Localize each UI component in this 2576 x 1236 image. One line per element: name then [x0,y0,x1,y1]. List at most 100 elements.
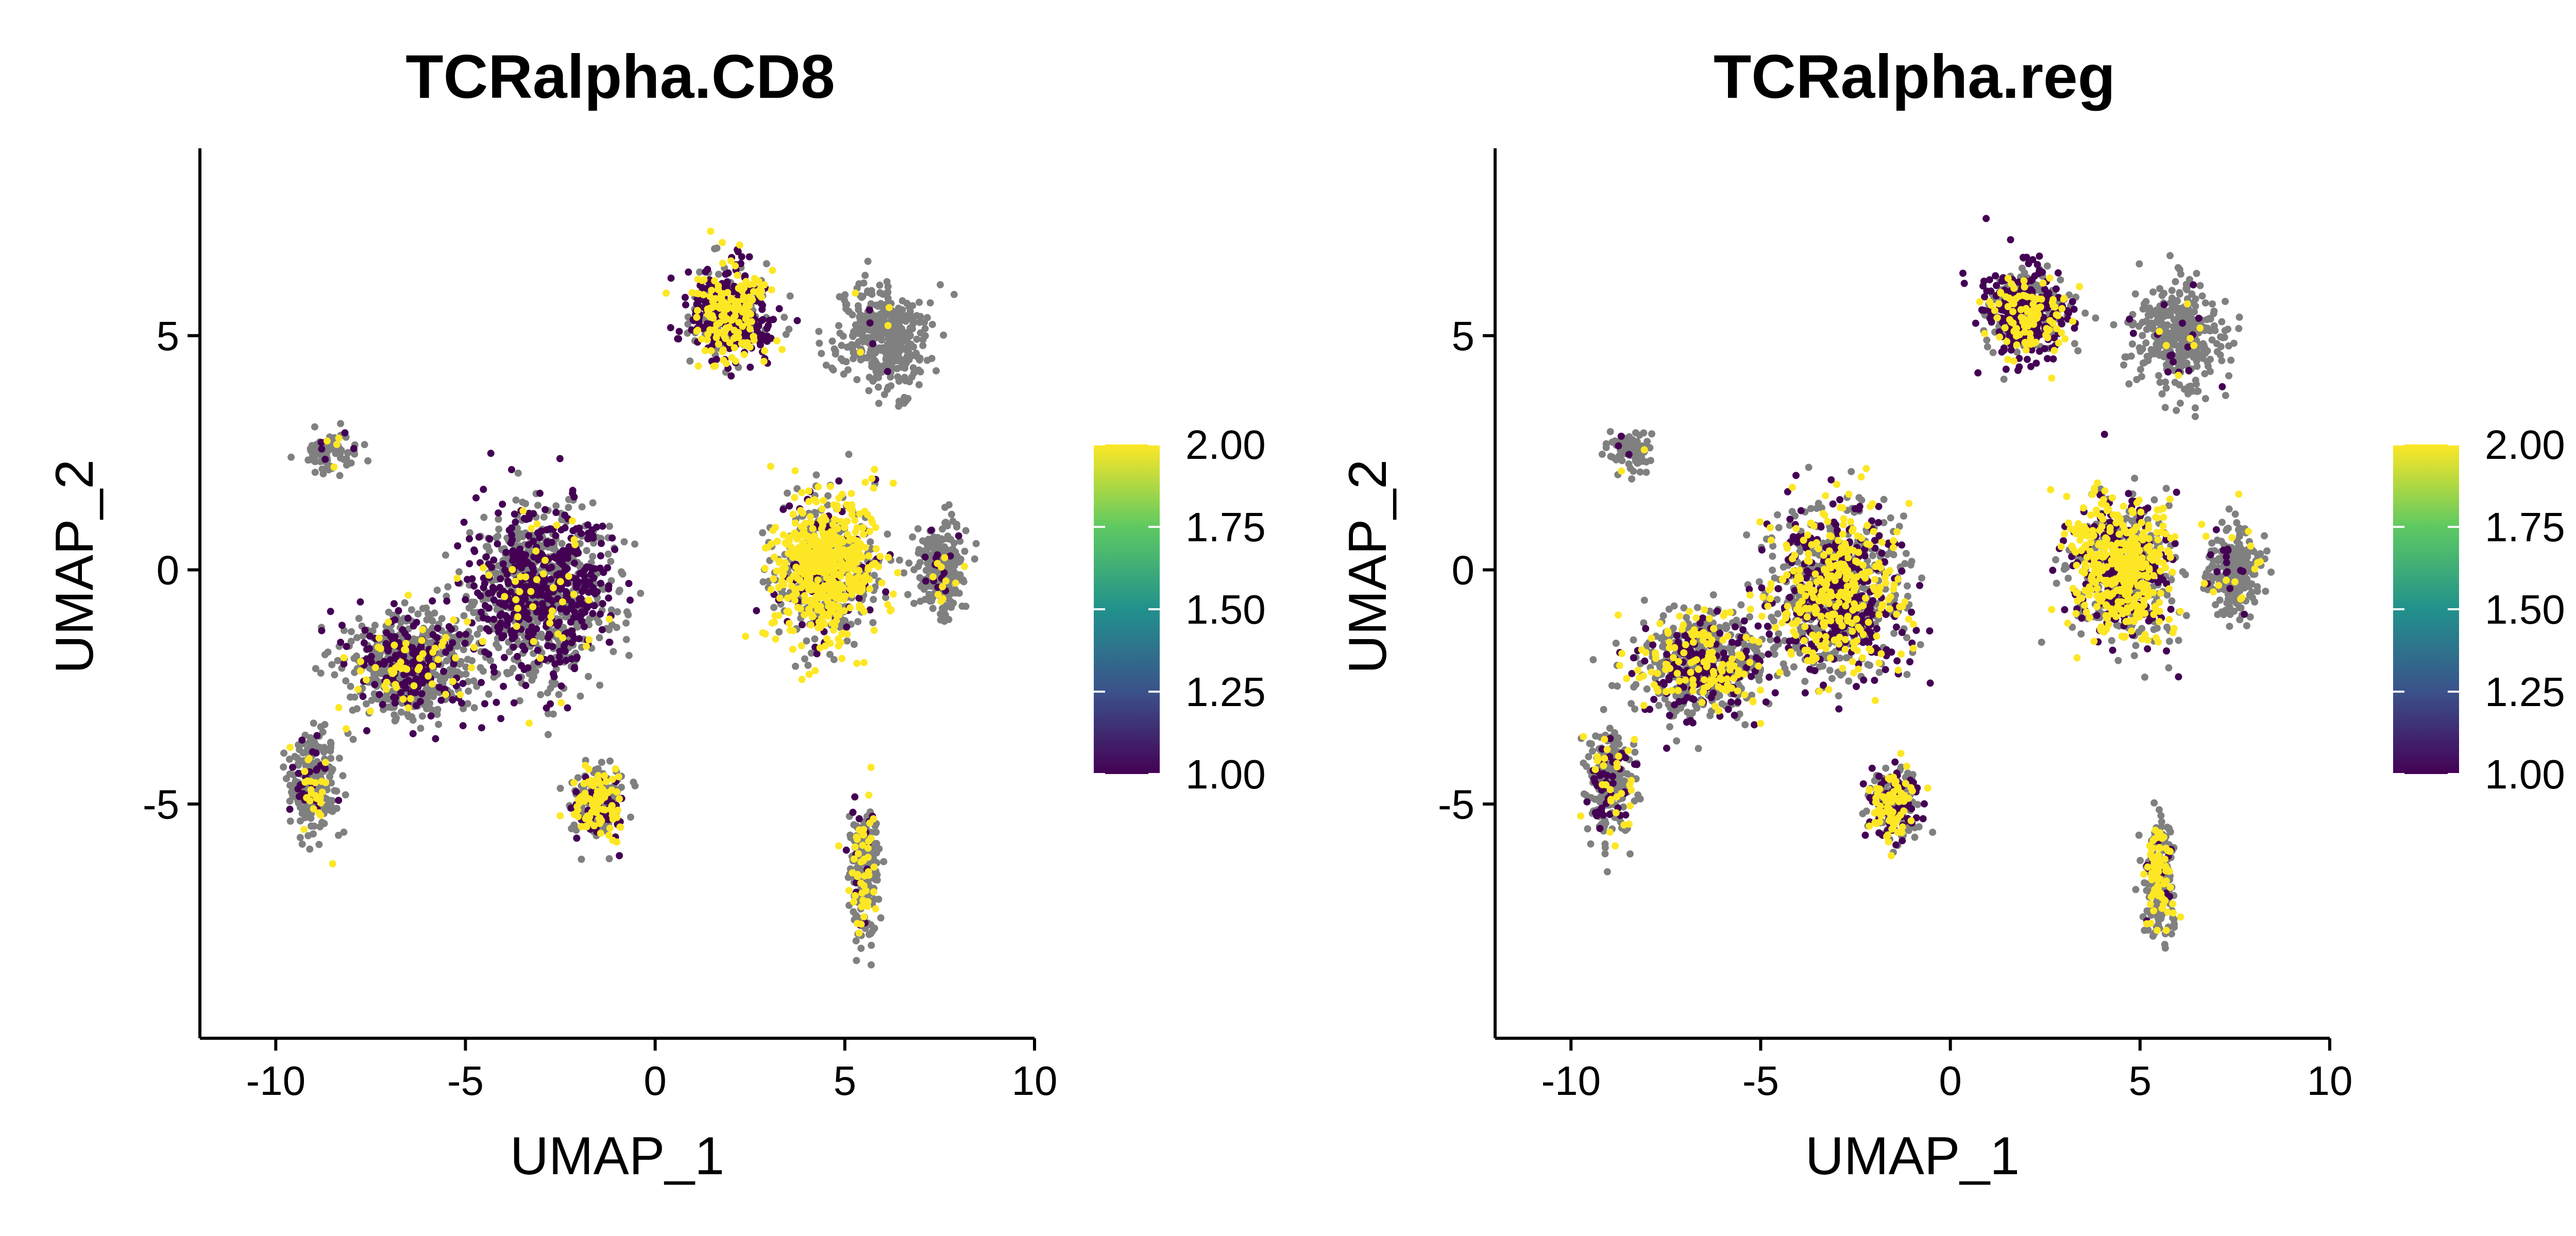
cell-point-unexpressed [494,533,502,540]
cell-point-low [536,489,544,497]
cell-point-unexpressed [328,661,336,668]
cell-point-unexpressed [807,649,815,657]
cell-point-high [730,334,738,342]
cell-point-high [391,641,398,649]
cell-point-unexpressed [551,680,558,688]
cell-point-low [722,270,730,278]
cell-point-low [480,486,487,493]
cell-point-unexpressed [811,635,819,643]
cell-point-high [714,331,721,338]
cell-point-low [842,846,850,854]
cell-point-unexpressed [829,366,837,374]
cell-point-unexpressed [856,313,863,321]
cell-point-low [779,506,787,513]
cell-point-low [425,656,433,664]
cell-point-high [694,276,702,283]
cell-point-high [852,528,859,536]
cell-point-high [721,299,728,306]
cell-point-unexpressed [866,931,873,938]
cell-point-unexpressed [885,383,892,391]
cell-point-low [390,600,398,608]
cell-point-high [743,339,751,347]
cell-point-unexpressed [904,394,912,402]
cell-point-high [870,484,877,492]
cell-point-unexpressed [824,492,832,500]
cell-point-high [761,564,769,572]
cell-point-high [739,296,747,303]
cell-point-low [294,785,302,793]
cell-point-high [822,530,830,538]
cell-point-unexpressed [607,606,615,614]
cell-point-low [337,639,345,646]
cell-point-unexpressed [470,704,478,712]
cell-point-low [490,556,498,564]
cell-point-high [751,274,758,282]
cell-point-high [570,536,578,543]
cell-point-high [517,573,524,580]
cell-point-high [851,843,859,851]
cell-point-low [674,335,682,342]
cell-point-high [318,778,326,785]
cell-point-high [470,644,478,651]
cell-point-low [534,529,541,537]
cell-point-unexpressed [905,559,913,567]
cell-point-unexpressed [311,458,319,466]
cell-point-high [845,887,853,895]
cell-point-low [413,619,420,626]
cell-point-high [844,530,852,538]
cell-point-high [929,573,937,580]
cell-point-unexpressed [522,500,529,507]
cell-point-high [779,531,787,539]
cell-point-high [707,347,715,354]
cell-point-high [747,310,755,318]
cell-point-unexpressed [961,547,969,555]
cell-point-unexpressed [349,735,357,743]
cell-point-high [780,581,788,589]
cell-point-unexpressed [514,469,522,477]
cell-point-unexpressed [604,550,612,558]
cell-point-low [530,568,537,575]
cell-point-unexpressed [434,706,442,713]
cell-point-high [592,792,600,800]
cell-point-unexpressed [334,657,342,664]
cell-point-unexpressed [2071,340,2078,348]
cell-point-unexpressed [868,346,876,354]
cell-point-high [384,619,392,626]
cell-point-high [553,521,561,529]
cell-point-high [539,570,547,578]
cell-point-low [318,445,326,453]
cell-point-high [790,572,798,580]
cell-point-high [419,650,427,658]
cell-point-high [802,550,809,558]
cell-point-low [379,701,386,708]
cell-point-unexpressed [620,538,628,545]
cell-point-low [597,579,604,587]
cell-point-high [776,594,784,602]
cell-point-high [855,566,863,574]
cell-point-unexpressed [422,604,430,612]
cell-point-low [625,580,633,587]
cell-point-unexpressed [951,290,958,298]
cell-point-high [425,672,432,680]
colorbar: 1.001.251.501.752.00 [1094,422,1266,797]
cell-point-unexpressed [2043,262,2051,270]
cell-point-high [805,497,813,505]
cell-point-unexpressed [465,688,472,695]
cell-point-high [698,335,705,343]
cell-point-unexpressed [838,341,845,349]
cell-point-unexpressed [319,470,327,477]
cell-point-high [340,654,348,661]
cell-point-high [826,542,834,550]
cell-point-high [731,344,738,352]
cell-point-low [502,548,510,556]
cell-point-high [861,544,869,552]
cell-point-high [715,340,722,348]
cell-point-high [598,817,605,825]
cell-point-high [418,637,426,644]
cell-point-unexpressed [443,657,450,665]
cell-point-low [498,600,506,608]
cell-point-unexpressed [950,570,958,578]
cell-point-high [853,834,861,842]
cell-point-high [853,920,861,928]
cell-point-low [313,732,321,740]
